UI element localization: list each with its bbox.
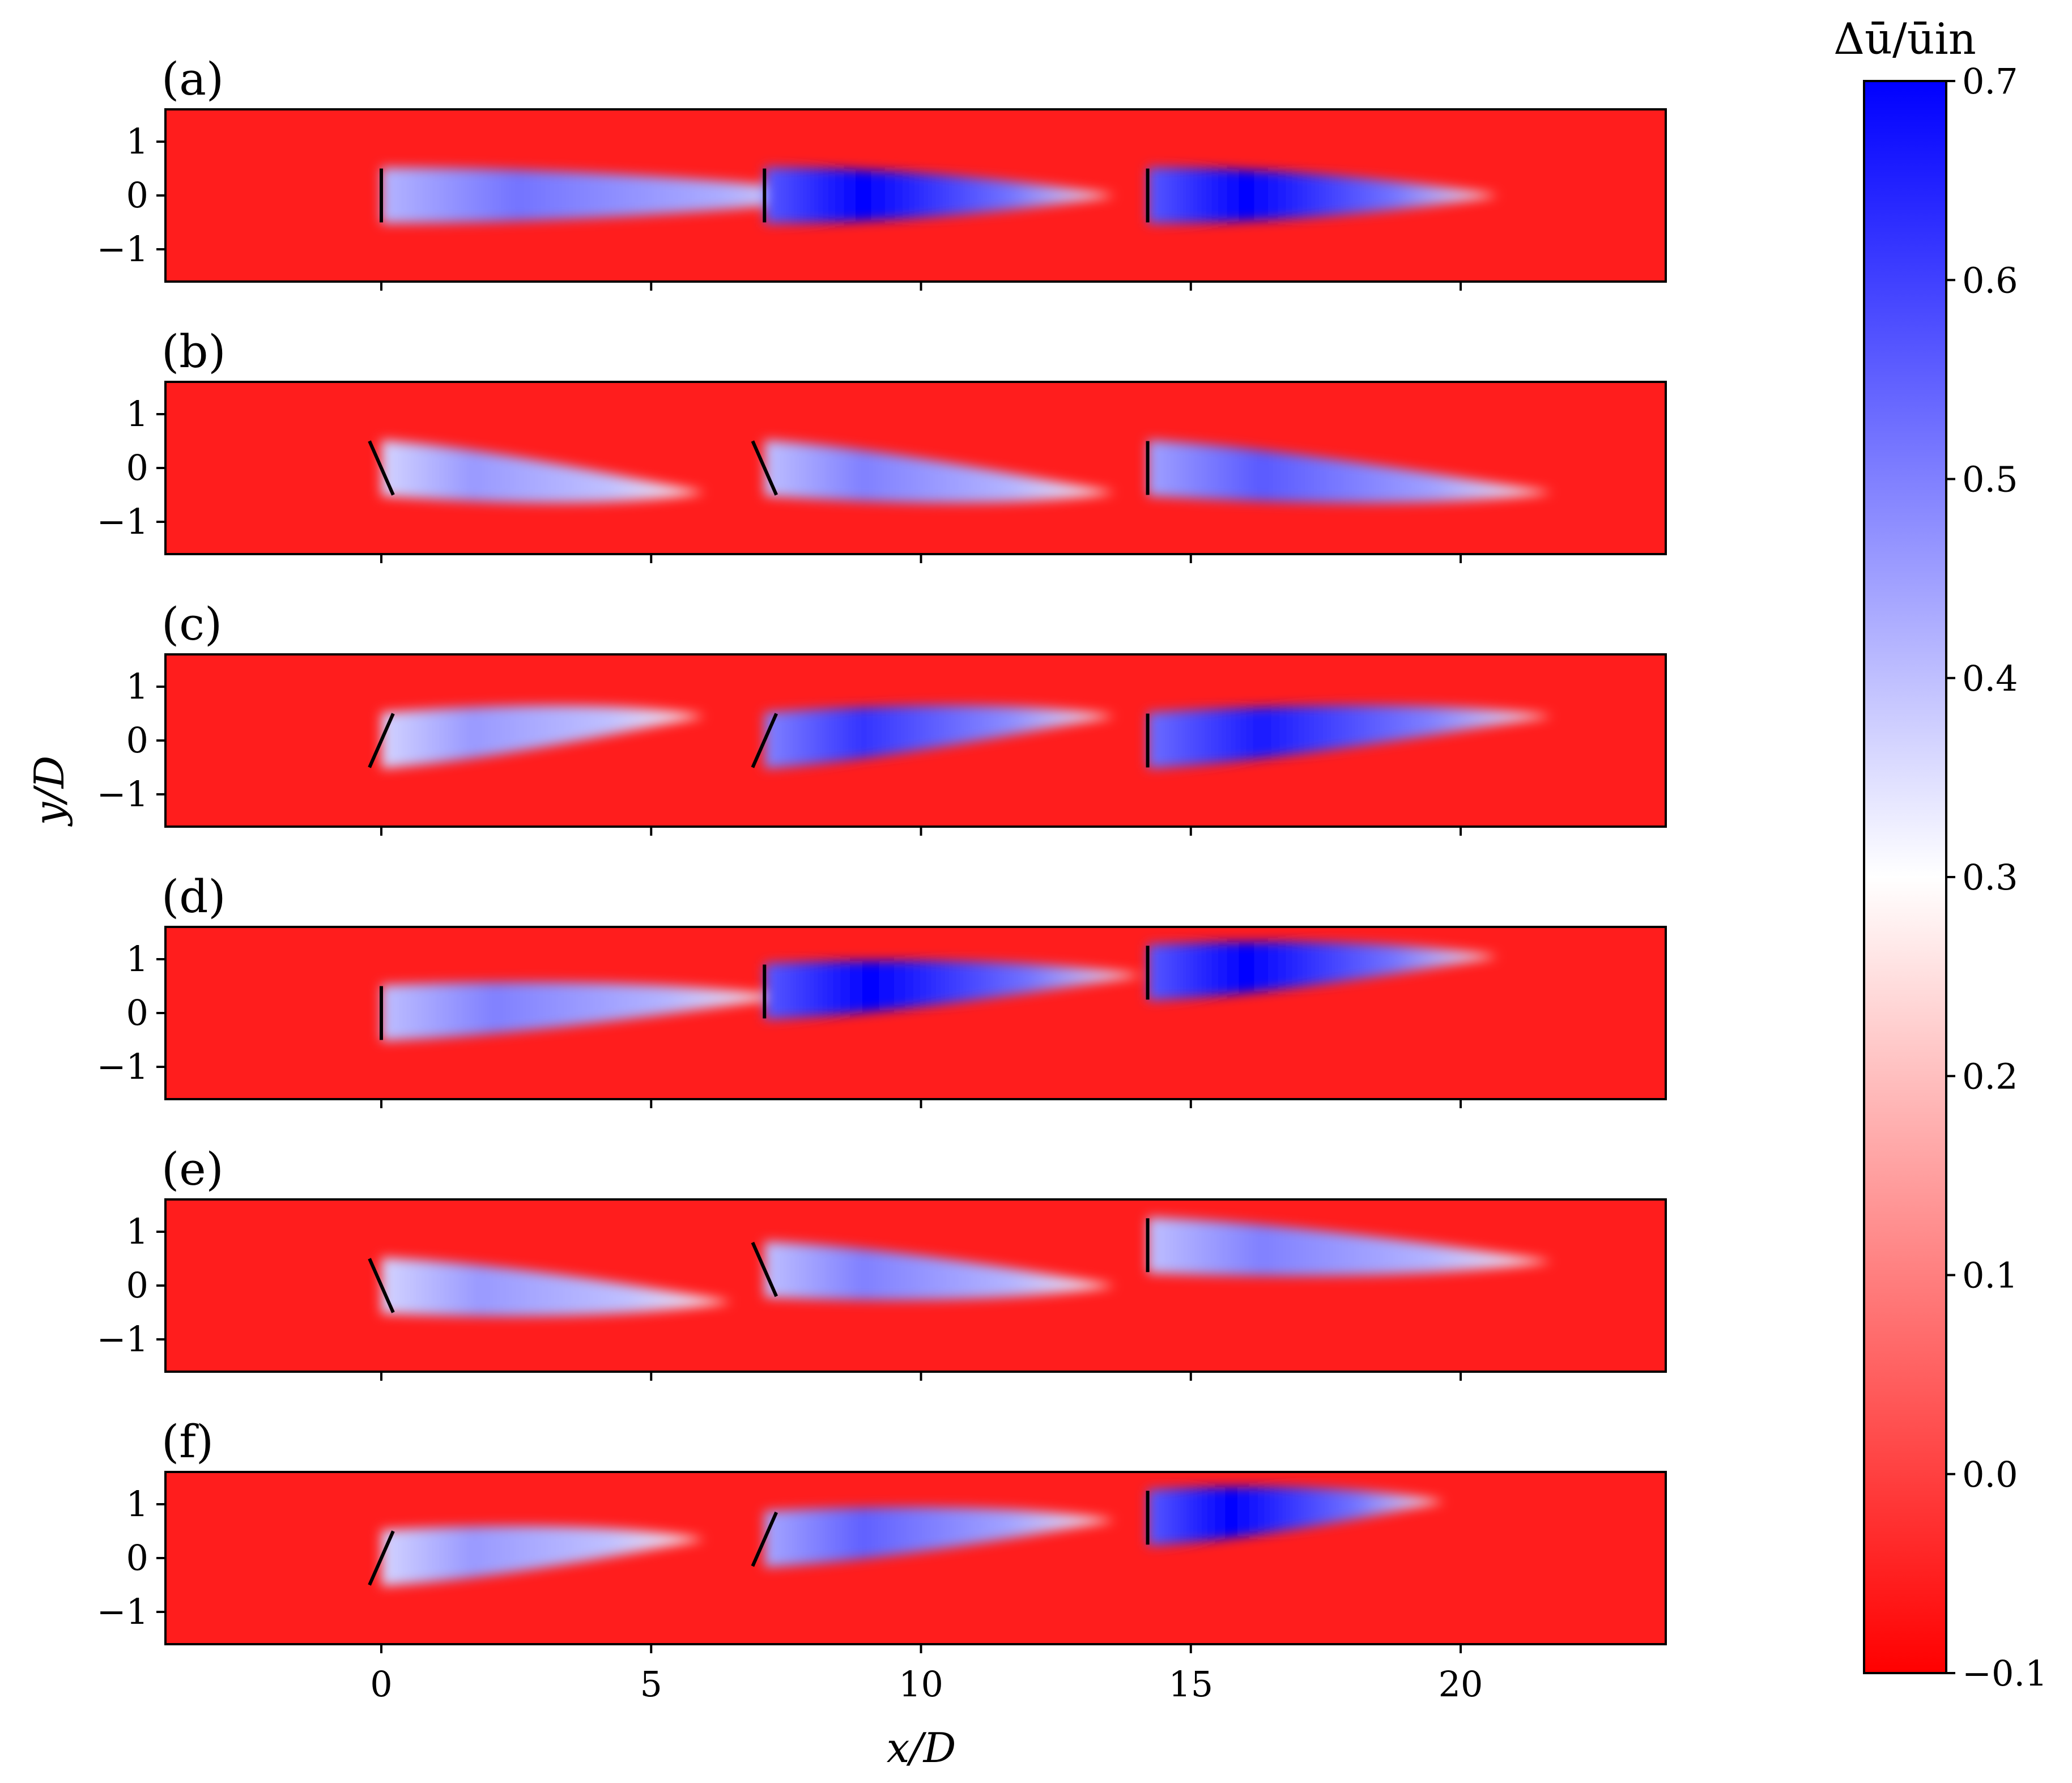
wake-region bbox=[764, 167, 1116, 224]
wake-region bbox=[764, 1507, 1116, 1568]
y-tick-label: 1 bbox=[126, 393, 148, 435]
colorbar-gradient bbox=[1863, 80, 1947, 1674]
wake-region bbox=[1147, 440, 1552, 503]
x-tick-label: 0 bbox=[370, 1663, 392, 1705]
wake-region bbox=[381, 167, 867, 224]
y-tick-label: 0 bbox=[126, 175, 148, 216]
colorbar-tick-label: 0.4 bbox=[1962, 658, 2018, 699]
wake-region bbox=[1147, 167, 1499, 224]
turbine-rotor bbox=[368, 1258, 395, 1313]
wake-region bbox=[1147, 1487, 1445, 1546]
panel-label: (d) bbox=[161, 870, 226, 923]
turbine-rotor bbox=[751, 1241, 778, 1297]
colorbar-tick-label: 0.1 bbox=[1962, 1255, 2018, 1296]
colorbar-tick-label: 0.3 bbox=[1962, 857, 2018, 898]
turbine-rotor bbox=[368, 440, 395, 496]
panel-b: −1 0 1 (b) bbox=[97, 325, 1667, 563]
wake-region bbox=[381, 705, 705, 769]
y-tick-label: −1 bbox=[97, 1318, 148, 1360]
y-tick-label: 1 bbox=[126, 121, 148, 162]
y-tick-label: 1 bbox=[126, 938, 148, 980]
y-tick-label: −1 bbox=[97, 228, 148, 270]
y-tick-label: 1 bbox=[126, 1211, 148, 1252]
panel-label: (b) bbox=[161, 325, 226, 378]
turbine-rotor bbox=[368, 1530, 395, 1586]
panel-e: −1 0 1 (e) bbox=[97, 1143, 1667, 1381]
wake-region bbox=[1147, 705, 1552, 769]
panels: −101(a)−101(b)−101(c)−101(d)−101(e)−1010… bbox=[97, 53, 1667, 1705]
colorbar: −0.1 0.0 0.1 0.2 0.3 0.4 0.5 0.6 0.7 bbox=[1863, 61, 2048, 1694]
y-tick-label: −1 bbox=[97, 501, 148, 542]
wake-region bbox=[381, 982, 786, 1041]
y-tick-label: −1 bbox=[97, 1591, 148, 1632]
x-tick-label: 5 bbox=[640, 1663, 662, 1705]
wake-region bbox=[764, 440, 1116, 503]
colorbar-title: Δū/ūin bbox=[1833, 14, 1976, 64]
y-tick-label: 0 bbox=[126, 447, 148, 488]
wake-region bbox=[764, 960, 1143, 1020]
y-axis-label: y/D bbox=[25, 756, 73, 827]
turbine-rotor bbox=[368, 713, 395, 768]
colorbar-tick-label: 0.2 bbox=[1962, 1056, 2018, 1097]
colorbar-tick-label: 0.7 bbox=[1962, 61, 2018, 102]
panel-a: −1 0 1 (a) bbox=[97, 53, 1667, 291]
wake-region bbox=[1147, 1217, 1552, 1276]
x-tick-label: 10 bbox=[899, 1663, 943, 1705]
colorbar-tick-label: −0.1 bbox=[1962, 1653, 2048, 1694]
turbine-rotor bbox=[751, 713, 778, 768]
panel-d: −1 0 1 (d) bbox=[97, 870, 1667, 1108]
wake-region bbox=[381, 1257, 733, 1317]
y-tick-label: −1 bbox=[97, 773, 148, 815]
y-tick-label: 0 bbox=[126, 992, 148, 1033]
y-tick-label: −1 bbox=[97, 1046, 148, 1087]
y-tick-label: 0 bbox=[126, 1265, 148, 1306]
y-tick-label: 0 bbox=[126, 1537, 148, 1578]
turbine-rotor bbox=[751, 1512, 778, 1567]
panel-c: −1 0 1 (c) bbox=[97, 598, 1667, 836]
y-tick-label: 1 bbox=[126, 1483, 148, 1525]
panel-label: (c) bbox=[161, 598, 222, 650]
wake-region bbox=[1147, 942, 1499, 1001]
wake-region bbox=[764, 705, 1116, 769]
y-tick-label: 0 bbox=[126, 720, 148, 761]
colorbar-tick-label: 0.6 bbox=[1962, 259, 2018, 301]
x-tick-label: 15 bbox=[1168, 1663, 1213, 1705]
panel-label: (a) bbox=[161, 53, 224, 105]
colorbar-tick-label: 0.5 bbox=[1962, 459, 2018, 500]
wake-region bbox=[381, 1526, 705, 1586]
wake-region bbox=[381, 440, 705, 503]
colorbar-tick-label: 0.0 bbox=[1962, 1454, 2018, 1495]
x-tick-label: 20 bbox=[1439, 1663, 1483, 1705]
wake-region bbox=[764, 1241, 1116, 1300]
x-axis-label: x/D bbox=[887, 1724, 956, 1772]
panel-label: (f) bbox=[161, 1415, 214, 1468]
y-tick-label: 1 bbox=[126, 666, 148, 707]
panel-label: (e) bbox=[161, 1143, 224, 1195]
turbine-rotor bbox=[751, 440, 778, 496]
